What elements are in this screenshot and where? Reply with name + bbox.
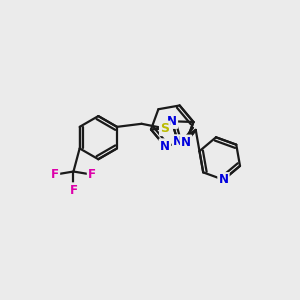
Text: F: F xyxy=(51,168,59,181)
Text: N: N xyxy=(218,173,229,186)
Text: N: N xyxy=(181,136,191,149)
Text: N: N xyxy=(167,115,177,128)
Text: F: F xyxy=(70,184,77,196)
Text: N: N xyxy=(160,140,170,152)
Text: N: N xyxy=(173,136,183,148)
Text: S: S xyxy=(160,122,169,135)
Text: F: F xyxy=(88,168,96,181)
